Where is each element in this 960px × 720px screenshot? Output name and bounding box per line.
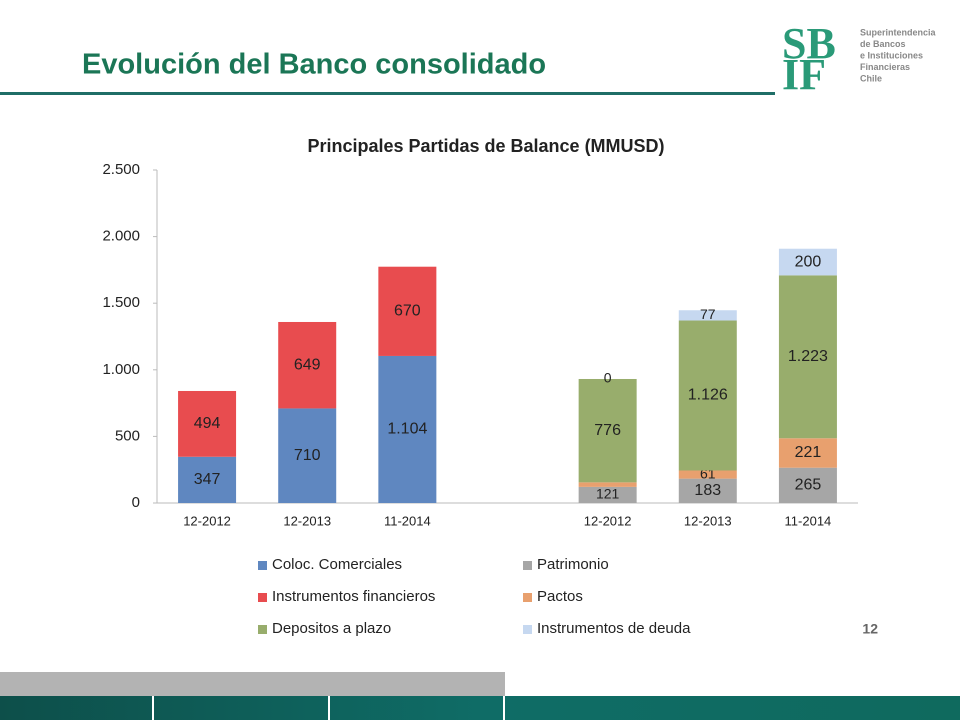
legend-label: Coloc. Comerciales [272,556,402,573]
data-label: 0 [604,370,612,386]
bar-segment [578,482,637,487]
data-label: 670 [394,303,421,320]
legend-swatch [258,593,267,602]
bar-segment [578,486,637,503]
bar-segment [378,355,437,503]
bar-segment [578,378,637,483]
logo-line: de Bancos [860,39,906,49]
bar-segment [778,248,837,276]
bar-segment [778,467,837,503]
data-label: 200 [795,253,822,270]
bar-segment [178,456,237,503]
data-label: 77 [700,306,716,322]
y-tick-label: 2.000 [102,228,140,245]
logo-line: Chile [860,73,882,83]
y-tick-label: 0 [132,494,140,511]
data-label: 347 [194,471,221,488]
footer-divider [328,696,330,720]
x-tick-label: 12-2013 [283,513,331,528]
bar-segment [678,310,737,321]
legend-swatch [523,561,532,570]
data-label: 1.223 [788,348,828,365]
legend-swatch [523,625,532,634]
x-tick-label: 11-2014 [384,513,431,528]
data-label: 265 [795,477,822,494]
data-label: 183 [694,482,721,499]
footer-gray [0,672,505,696]
bar-segment [678,470,737,479]
data-label: 494 [194,415,221,432]
x-tick-label: 12-2012 [584,513,632,528]
y-tick-label: 1.500 [102,294,140,311]
legend-label: Depositos a plazo [272,620,391,637]
bar-segment [778,275,837,439]
y-tick-label: 500 [115,427,140,444]
data-label: 221 [795,444,822,461]
legend-label: Instrumentos de deuda [537,620,691,637]
logo-letters: IF [782,50,826,99]
data-label: 649 [294,356,321,373]
logo-line: e Instituciones [860,50,923,60]
y-tick-label: 2.500 [102,161,140,178]
footer-divider [152,696,154,720]
data-label: 710 [294,447,321,464]
logo-letters: SB [782,19,836,68]
page-number: 12 [862,621,878,637]
bar-segment [678,478,737,503]
bar-segment [778,438,837,468]
title-rule [0,92,775,95]
legend-swatch [258,561,267,570]
x-tick-label: 11-2014 [785,513,832,528]
legend-swatch [258,625,267,634]
logo-line: Superintendencia [860,27,937,37]
x-tick-label: 12-2013 [684,513,732,528]
legend-swatch [523,593,532,602]
bar-segment [278,408,337,503]
bar-segment [378,266,437,356]
bar-segment [278,321,337,409]
x-tick-label: 12-2012 [183,513,231,528]
legend-label: Instrumentos financieros [272,588,435,605]
data-label: 776 [594,422,621,439]
y-tick-label: 1.000 [102,361,140,378]
data-label: 1.126 [688,387,728,404]
footer-band [0,696,960,720]
data-label: 121 [596,486,620,502]
data-label: 1.104 [387,421,427,438]
slide-title: Evolución del Banco consolidado [82,49,546,81]
logo-line: Financieras [860,62,910,72]
bar-segment [678,320,737,471]
legend-label: Pactos [537,588,583,605]
chart-title: Principales Partidas de Balance (MMUSD) [307,136,664,156]
legend-label: Patrimonio [537,556,609,573]
footer-divider [503,696,505,720]
bar-segment [178,390,237,457]
